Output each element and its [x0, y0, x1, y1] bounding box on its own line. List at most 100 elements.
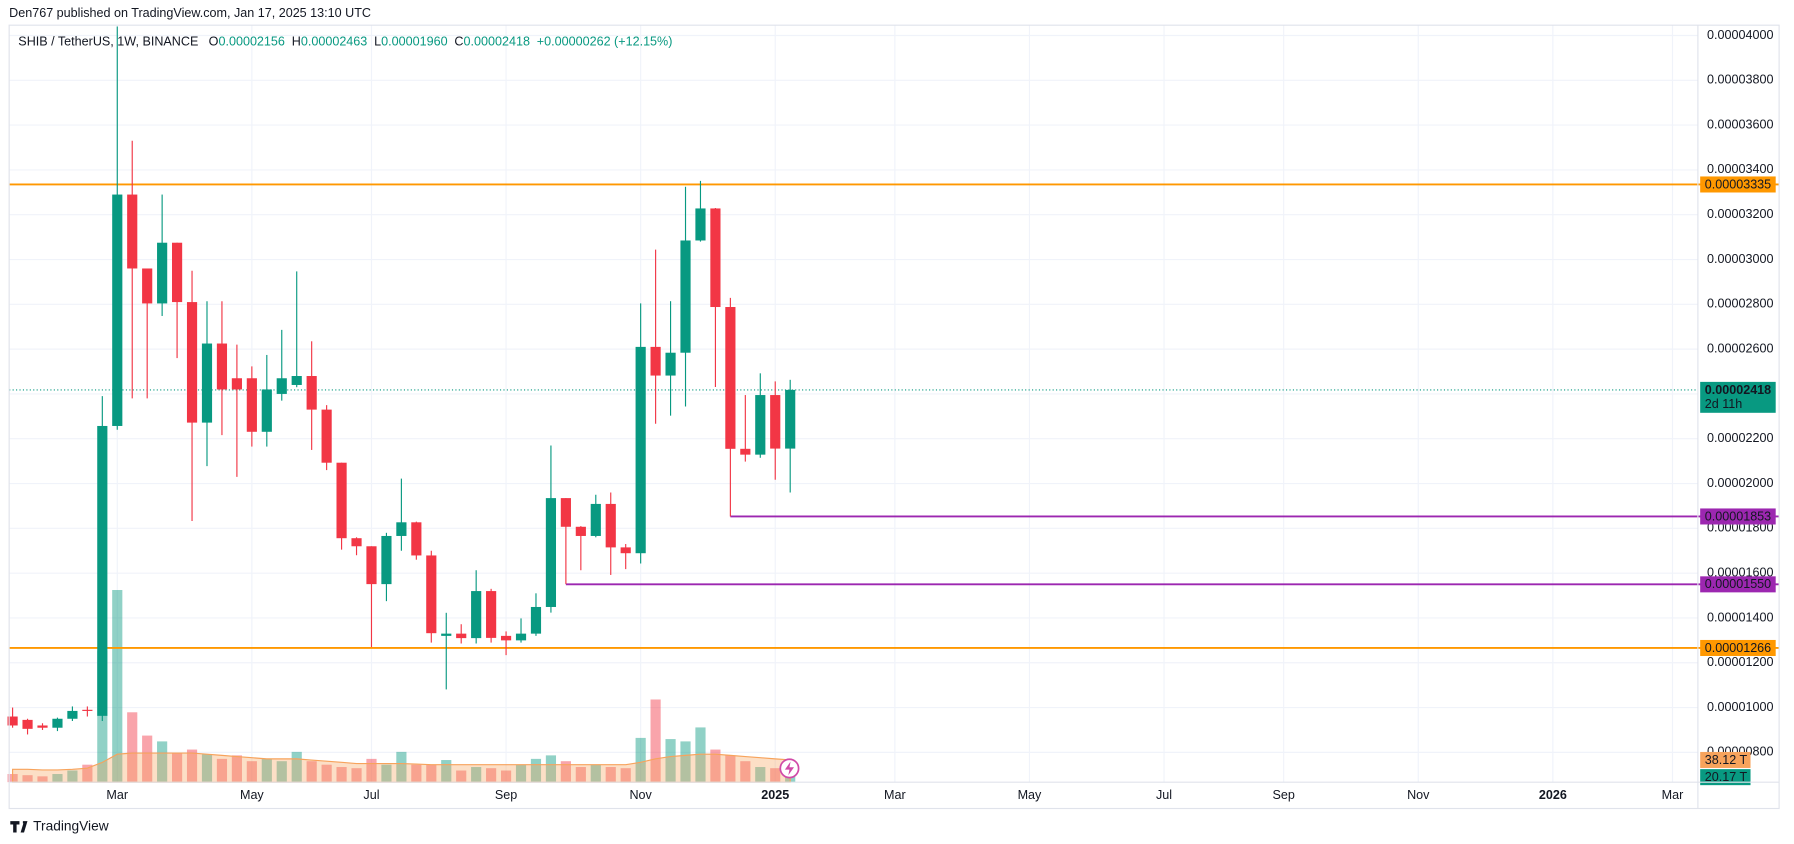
- x-tick-label: Mar: [1662, 788, 1684, 802]
- legend-key: L: [374, 35, 381, 49]
- level-label-bg: [1700, 639, 1776, 656]
- candle-body: [441, 633, 452, 636]
- candle-body: [381, 535, 392, 585]
- volume-bar: [710, 749, 721, 783]
- legend-key: C: [454, 35, 463, 49]
- volume-bar: [172, 753, 183, 783]
- candle-body: [770, 395, 781, 449]
- brand-name: TradingView: [33, 818, 109, 833]
- volume-bar: [500, 770, 512, 783]
- candle-body: [216, 343, 228, 390]
- volume-bar: [142, 735, 153, 783]
- candle-body: [426, 555, 437, 634]
- y-tick-label: 0.00003600: [1707, 117, 1773, 131]
- candle-body: [142, 268, 153, 304]
- volume-ma-label: 38.12 T: [1705, 753, 1748, 767]
- axes: Mar May Jul Sep Nov 2025 Mar May Jul Sep Nov 2026 Ma…: [106, 28, 1776, 802]
- candle-body: [157, 242, 168, 304]
- x-tick-label: Nov: [1407, 788, 1430, 802]
- candle-body: [396, 522, 407, 536]
- volume-bar: [575, 767, 586, 783]
- volume-bar: [620, 768, 631, 783]
- volume-bar: [216, 758, 228, 783]
- symbol-legend: SHIB / TetherUS, 1W, BINANCE O0.00002156…: [18, 35, 672, 49]
- x-tick-label: 2026: [1539, 788, 1567, 802]
- volume-bar: [441, 760, 452, 783]
- volume-bar: [37, 776, 48, 783]
- volume-bar: [650, 699, 661, 783]
- volume-bar: [456, 770, 467, 783]
- candle-body: [201, 343, 213, 423]
- y-tick-label: 0.00003800: [1707, 73, 1773, 87]
- legend-change: +0.00000262 (+12.15%): [537, 35, 673, 49]
- volume-bar: [112, 590, 123, 783]
- candle-body: [665, 352, 676, 376]
- level-label-bg: [1700, 176, 1776, 193]
- candle-body: [336, 462, 347, 539]
- legend-value: 0.00002418: [464, 35, 530, 49]
- countdown: 2d 11h: [1705, 397, 1743, 411]
- volume-bar: [725, 755, 736, 783]
- candle-body: [82, 709, 93, 711]
- volume-bar: [321, 764, 332, 783]
- x-tick-label: Jul: [1156, 788, 1172, 802]
- y-tick-label: 0.00002600: [1707, 341, 1773, 355]
- candle-body: [725, 307, 736, 449]
- candle-body: [366, 546, 377, 585]
- level-label-bg: [1700, 576, 1776, 593]
- volume-bar: [52, 774, 63, 783]
- x-tick-label: Mar: [106, 788, 128, 802]
- candle-body: [560, 498, 571, 527]
- volume-bar: [231, 755, 242, 783]
- candle-body: [620, 547, 631, 554]
- volume-bar: [515, 764, 527, 783]
- candle-body: [7, 716, 18, 726]
- candle-body: [680, 240, 691, 353]
- candle-body: [695, 208, 706, 241]
- volume-label: 20.17 T: [1705, 770, 1748, 784]
- y-tick-label: 0.00002800: [1707, 297, 1773, 311]
- volume-bar: [486, 768, 497, 783]
- volume-bar: [411, 764, 422, 783]
- volume-bar: [22, 775, 33, 783]
- last-price-label: 0.00002418: [1705, 383, 1771, 397]
- volume-bar: [186, 749, 198, 783]
- volume-bar: [471, 767, 482, 783]
- volume-bar: [276, 761, 287, 783]
- candle-body: [590, 503, 601, 536]
- volume-bar: [605, 767, 616, 783]
- volume-bar: [127, 712, 138, 783]
- volume-bar: [560, 761, 571, 783]
- candle-body: [500, 635, 512, 641]
- lightning-icon: [779, 758, 800, 779]
- legend-value: 0.00002156: [218, 35, 284, 49]
- volume-pane: [7, 590, 796, 783]
- y-tick-label: 0.00003000: [1707, 252, 1773, 266]
- candles: [7, 26, 796, 735]
- candle-body: [291, 376, 302, 385]
- x-tick-label: Sep: [495, 788, 517, 802]
- y-tick-label: 0.00003200: [1707, 207, 1773, 221]
- volume-bar: [680, 741, 691, 783]
- legend-key: O: [209, 35, 219, 49]
- volume-bar: [545, 755, 557, 783]
- candle-body: [605, 503, 616, 548]
- frame: [8, 24, 1780, 810]
- publisher-note: Den767 published on TradingView.com, Jan…: [9, 6, 371, 20]
- candle-body: [172, 242, 183, 303]
- volume-bar: [291, 751, 302, 783]
- grid: [9, 25, 1698, 783]
- volume-bar: [770, 768, 781, 783]
- x-tick-label: Sep: [1272, 788, 1294, 802]
- candle-body: [486, 591, 497, 638]
- candle-body: [261, 389, 272, 432]
- candle-body: [112, 194, 123, 426]
- y-tick-label: 0.00004000: [1707, 28, 1773, 42]
- volume-bar: [530, 758, 542, 783]
- candle-body: [740, 448, 751, 455]
- candle-body: [635, 346, 646, 554]
- y-tick-label: 0.00002200: [1707, 431, 1773, 445]
- levels: [9, 183, 1780, 649]
